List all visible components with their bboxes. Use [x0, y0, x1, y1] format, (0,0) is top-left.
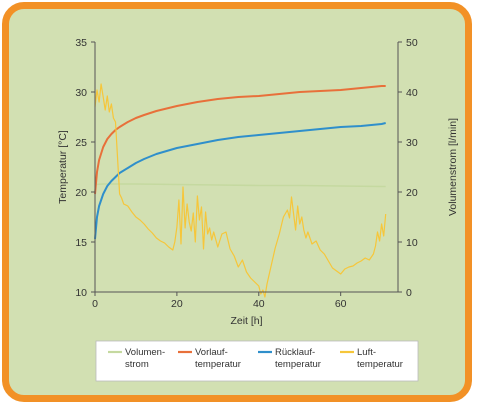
y-right-tick-label: 0	[406, 287, 412, 299]
chart-panel	[2, 2, 472, 402]
series-line-0	[94, 183, 386, 188]
y-left-axis-label: Temperatur [°C]	[57, 130, 69, 204]
x-axis-label: Zeit [h]	[230, 315, 262, 327]
y-left-tick-label: 30	[75, 87, 87, 99]
y-left-tick-labels: 10 15 20 25 30 35	[75, 37, 95, 299]
y-right-tick-label: 10	[406, 237, 418, 249]
plot-area	[94, 83, 387, 298]
y-right-tick-label: 20	[406, 187, 418, 199]
y-left-tick-label: 35	[75, 37, 87, 49]
series-line-3	[94, 83, 387, 298]
x-tick-label: 60	[335, 298, 347, 310]
legend-label-2: Rücklauf-	[275, 347, 315, 358]
x-tick-label: 40	[253, 298, 265, 310]
x-tick-label: 20	[171, 298, 183, 310]
legend-label-1: Vorlauf-	[195, 347, 228, 358]
legend-label-3: temperatur	[357, 359, 403, 370]
y-right-tick-labels: 0 10 20 30 40 50	[398, 37, 418, 299]
legend: Volumen-stromVorlauf-temperaturRücklauf-…	[95, 340, 419, 382]
legend-label-0: strom	[125, 359, 149, 370]
y-left-tick-label: 25	[75, 137, 87, 149]
y-left-tick-label: 15	[75, 237, 87, 249]
legend-label-2: temperatur	[275, 359, 321, 370]
legend-box	[95, 340, 419, 382]
legend-label-1: temperatur	[195, 359, 241, 370]
series-line-1	[94, 85, 386, 195]
y-right-axis-label: Volumenstrom [l/min]	[447, 118, 459, 216]
x-tick-label: 0	[92, 298, 98, 310]
legend-label-0: Volumen-	[125, 347, 165, 358]
y-left-tick-label: 20	[75, 187, 87, 199]
y-left-tick-label: 10	[75, 287, 87, 299]
y-right-tick-label: 30	[406, 137, 418, 149]
series-line-2	[94, 122, 386, 240]
legend-label-3: Luft-	[357, 347, 376, 358]
y-right-tick-label: 50	[406, 37, 418, 49]
y-right-tick-label: 40	[406, 87, 418, 99]
x-tick-labels: 0 20 40 60	[92, 292, 347, 310]
